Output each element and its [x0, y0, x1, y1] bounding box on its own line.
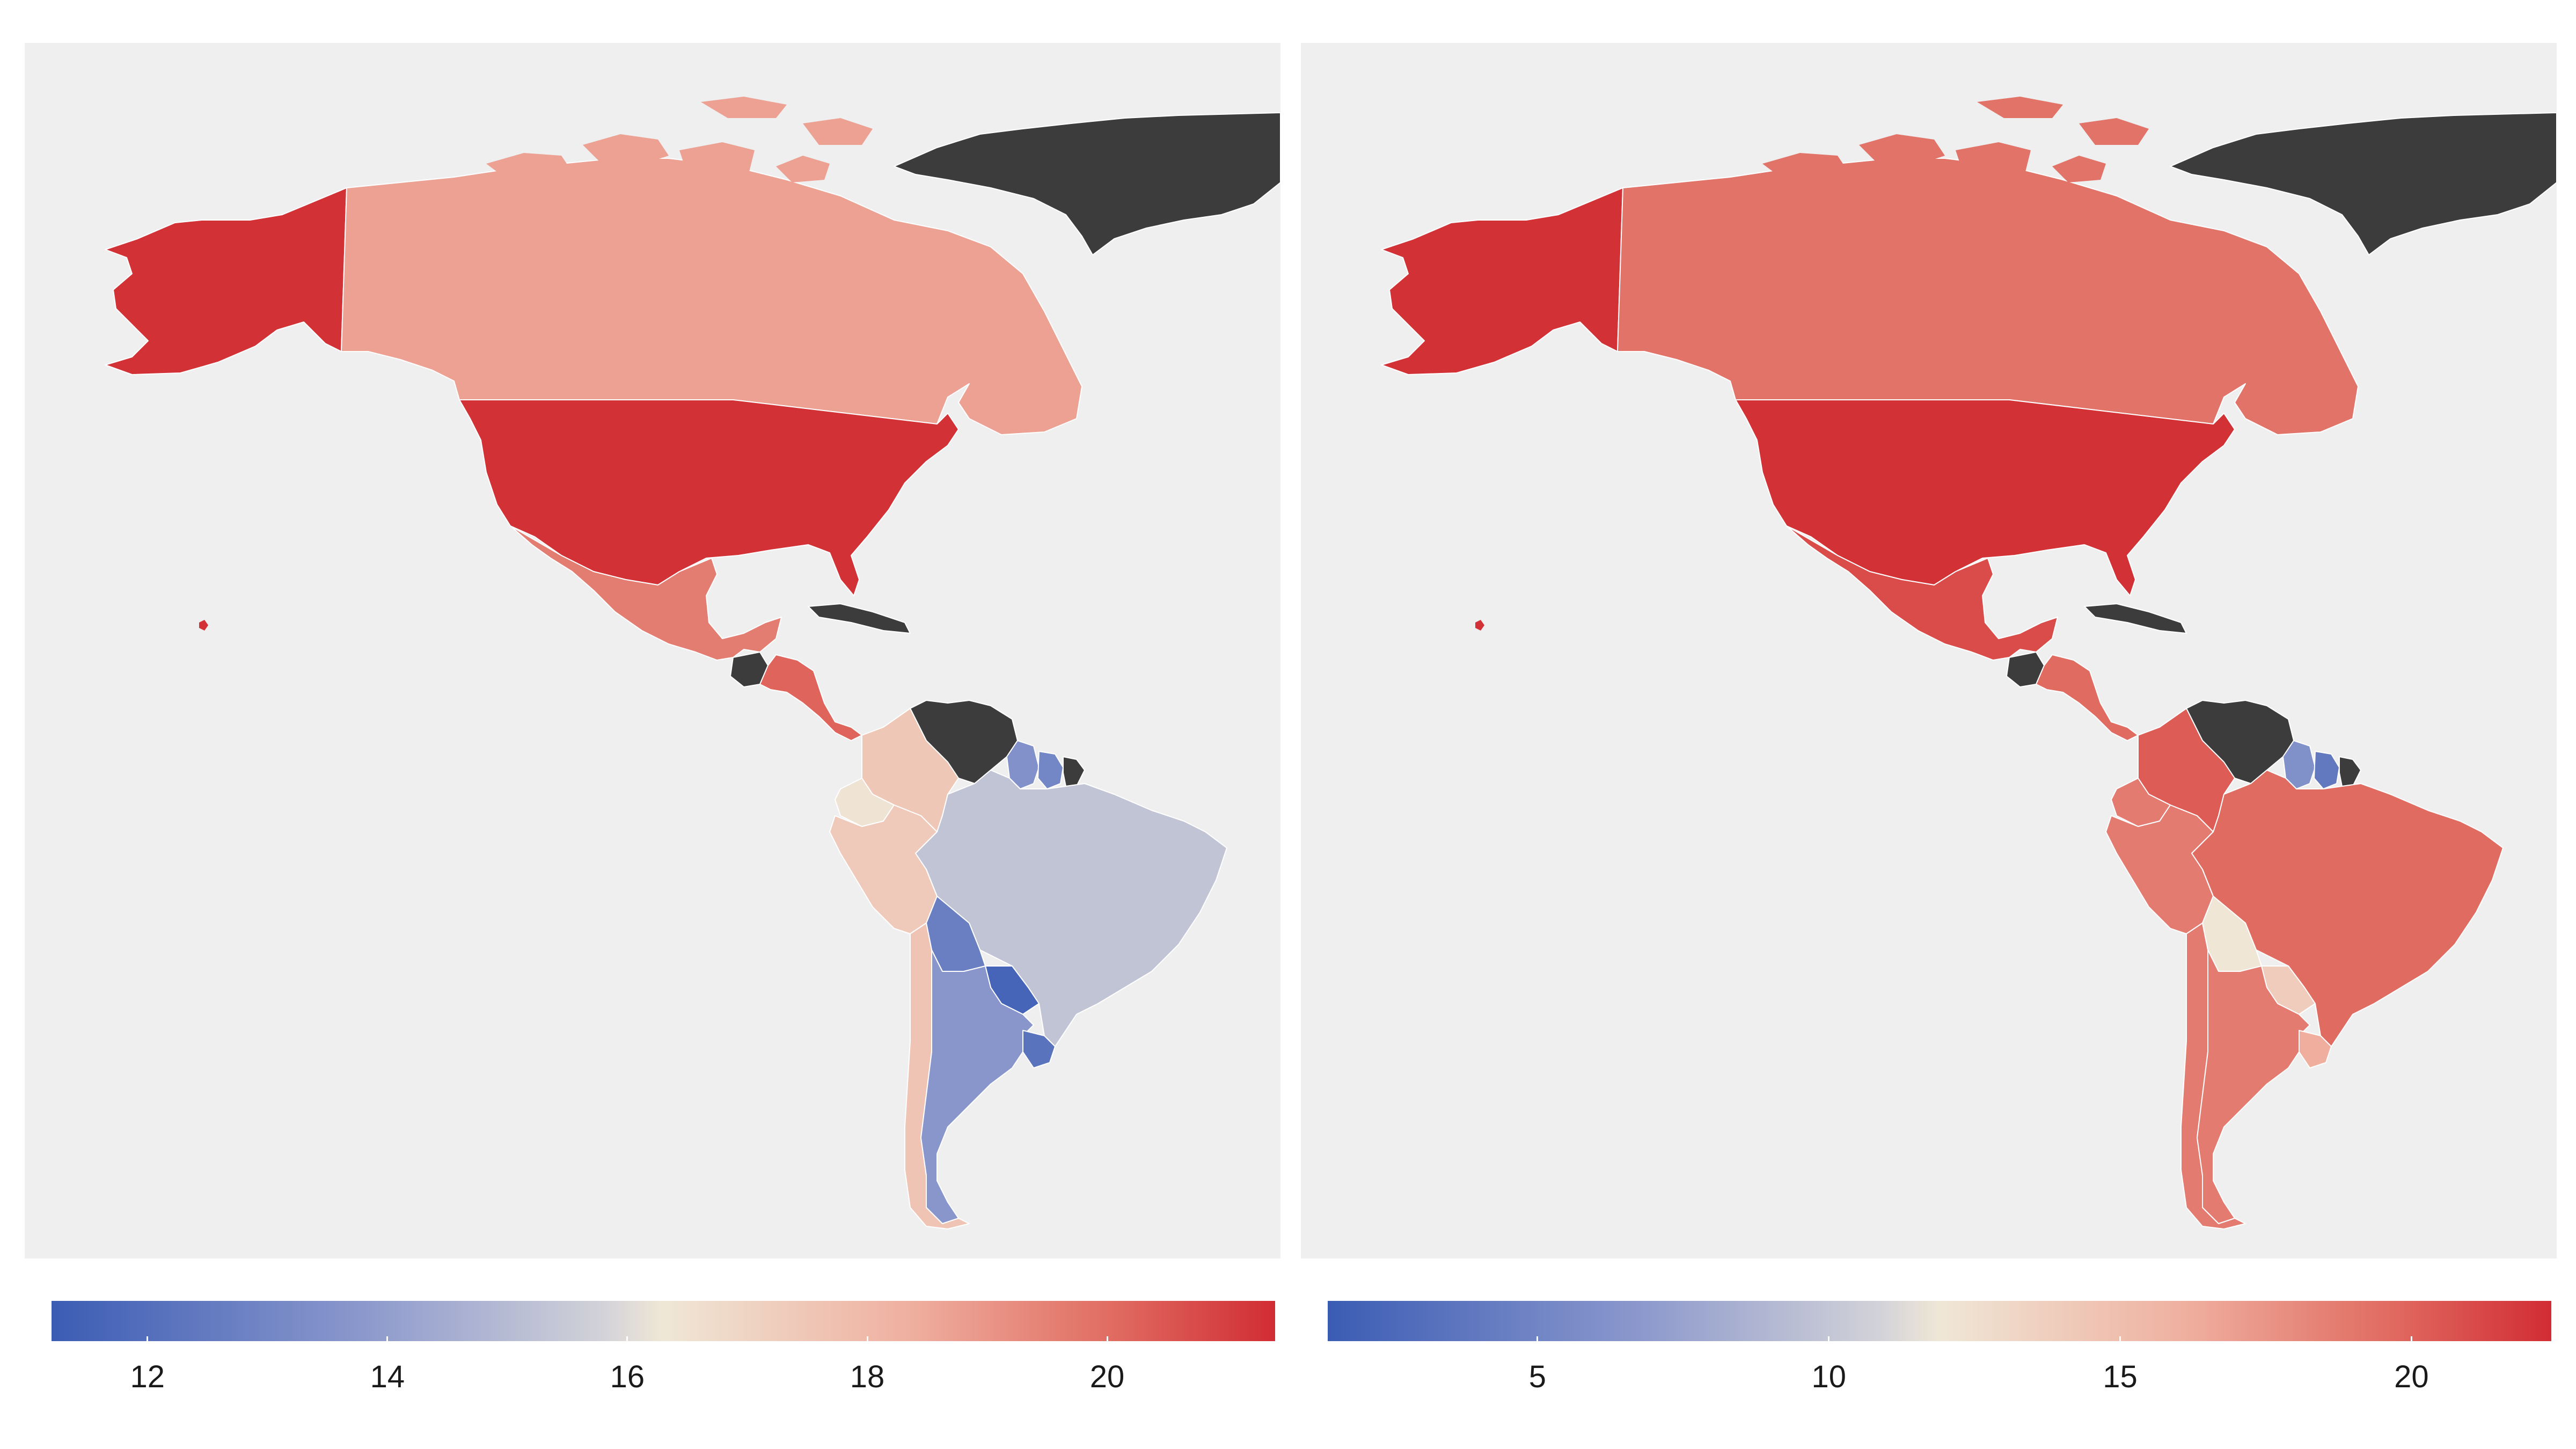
colorbar-gradient-right: [1328, 1301, 2551, 1341]
region-cuba-left: [808, 603, 911, 634]
colorbar-legend-right: 5 10 15 20: [1328, 1301, 2551, 1411]
region-brazil-right: [2191, 770, 2504, 1047]
region-french-guiana-right: [2339, 756, 2361, 787]
region-mexico-left: [510, 525, 782, 661]
island-1-right: [1859, 134, 1945, 166]
colorbar-tick-mark: [866, 1336, 868, 1341]
region-peru-right: [2105, 804, 2214, 934]
colorbar-tick-mark: [147, 1336, 149, 1341]
region-central-america-right: [2036, 654, 2139, 741]
colorbar-tick-label: 16: [610, 1359, 645, 1394]
region-argentina-left: [920, 949, 1034, 1224]
island-3-right: [2052, 156, 2106, 182]
colorbar-tick-label: 5: [1528, 1359, 1546, 1394]
island-0-right: [1762, 153, 1848, 182]
map-panel-left: [25, 43, 1280, 1258]
choropleth-map-left: [105, 97, 1280, 1230]
island-5-left: [803, 118, 873, 145]
region-argentina-right: [2197, 949, 2310, 1224]
island-2-right: [1956, 142, 2031, 174]
colorbar-gradient-left: [52, 1301, 1275, 1341]
island-3-left: [776, 156, 830, 182]
island-6-right: [1475, 620, 1484, 631]
island-4-right: [1977, 97, 2063, 118]
map-panel-right: [1301, 43, 2557, 1258]
region-uruguay-right: [2299, 1030, 2332, 1069]
region-french-guiana-left: [1063, 756, 1085, 787]
colorbar-tick-mark: [386, 1336, 389, 1341]
island-5-right: [2079, 118, 2149, 145]
region-greenland-left: [894, 112, 1280, 255]
colorbar-tick-label: 10: [1811, 1359, 1846, 1394]
colorbar-tick-label: 12: [130, 1359, 165, 1394]
region-brazil-left: [915, 770, 1227, 1047]
region-canada-right: [1617, 158, 2359, 435]
colorbar-tick-label: 20: [2394, 1359, 2429, 1394]
island-0-left: [486, 153, 572, 182]
choropleth-map-right: [1381, 97, 2557, 1230]
colorbar-tick-mark: [626, 1336, 628, 1341]
region-alaska-left: [105, 187, 347, 375]
island-2-left: [679, 142, 755, 174]
region-peru-left: [829, 804, 938, 934]
region-central-america-left: [759, 654, 862, 741]
region-greenland-right: [2170, 112, 2557, 255]
island-4-left: [701, 97, 787, 118]
colorbar-tick-label: 15: [2103, 1359, 2138, 1394]
island-1-left: [583, 134, 669, 166]
colorbar-tick-label: 20: [1089, 1359, 1125, 1394]
colorbar-tick-label: 14: [370, 1359, 405, 1394]
region-suriname-left: [1037, 751, 1064, 789]
region-mexico-right: [1786, 525, 2058, 661]
island-6-left: [199, 620, 208, 631]
colorbar-tick-mark: [2119, 1336, 2121, 1341]
colorbar-tick-mark: [1536, 1336, 1539, 1341]
colorbar-tick-mark: [1828, 1336, 1830, 1341]
colorbar-tick-mark: [2410, 1336, 2412, 1341]
region-alaska-right: [1381, 187, 1623, 375]
region-cuba-right: [2084, 603, 2187, 634]
colorbar-tick-label: 18: [850, 1359, 885, 1394]
region-suriname-right: [2314, 751, 2340, 789]
colorbar-tick-mark: [1106, 1336, 1108, 1341]
region-uruguay-left: [1022, 1030, 1056, 1069]
region-canada-left: [341, 158, 1082, 435]
colorbar-legend-left: 12 14 16 18 20: [52, 1301, 1275, 1411]
